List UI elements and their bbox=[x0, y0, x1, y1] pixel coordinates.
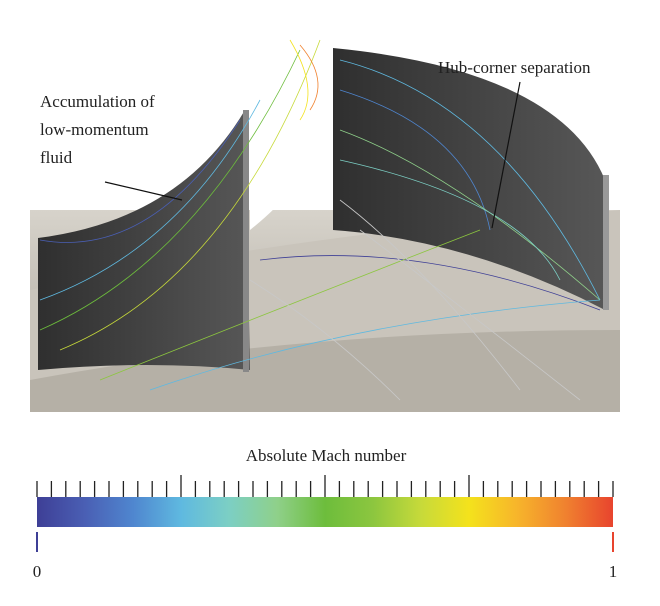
hub-front bbox=[30, 330, 620, 412]
colorbar-title: Absolute Mach number bbox=[246, 446, 407, 465]
tick-label: 0 bbox=[33, 562, 42, 581]
blade-edge bbox=[243, 110, 249, 372]
tick-label: 1 bbox=[609, 562, 618, 581]
annotation-line: fluid bbox=[40, 148, 73, 167]
arrow bbox=[104, 181, 183, 201]
arrow bbox=[491, 81, 521, 229]
gap bbox=[250, 146, 305, 230]
flow-render bbox=[30, 39, 620, 412]
blade-edge bbox=[603, 175, 609, 310]
annotation-line: Hub-corner separation bbox=[438, 58, 591, 77]
streamlines bbox=[39, 39, 601, 401]
annotation-line: low-momentum bbox=[40, 120, 149, 139]
blade-left bbox=[38, 110, 250, 370]
blade-right bbox=[333, 48, 605, 310]
colorbar-fill bbox=[37, 497, 613, 527]
annotation-line: Accumulation of bbox=[40, 92, 155, 111]
